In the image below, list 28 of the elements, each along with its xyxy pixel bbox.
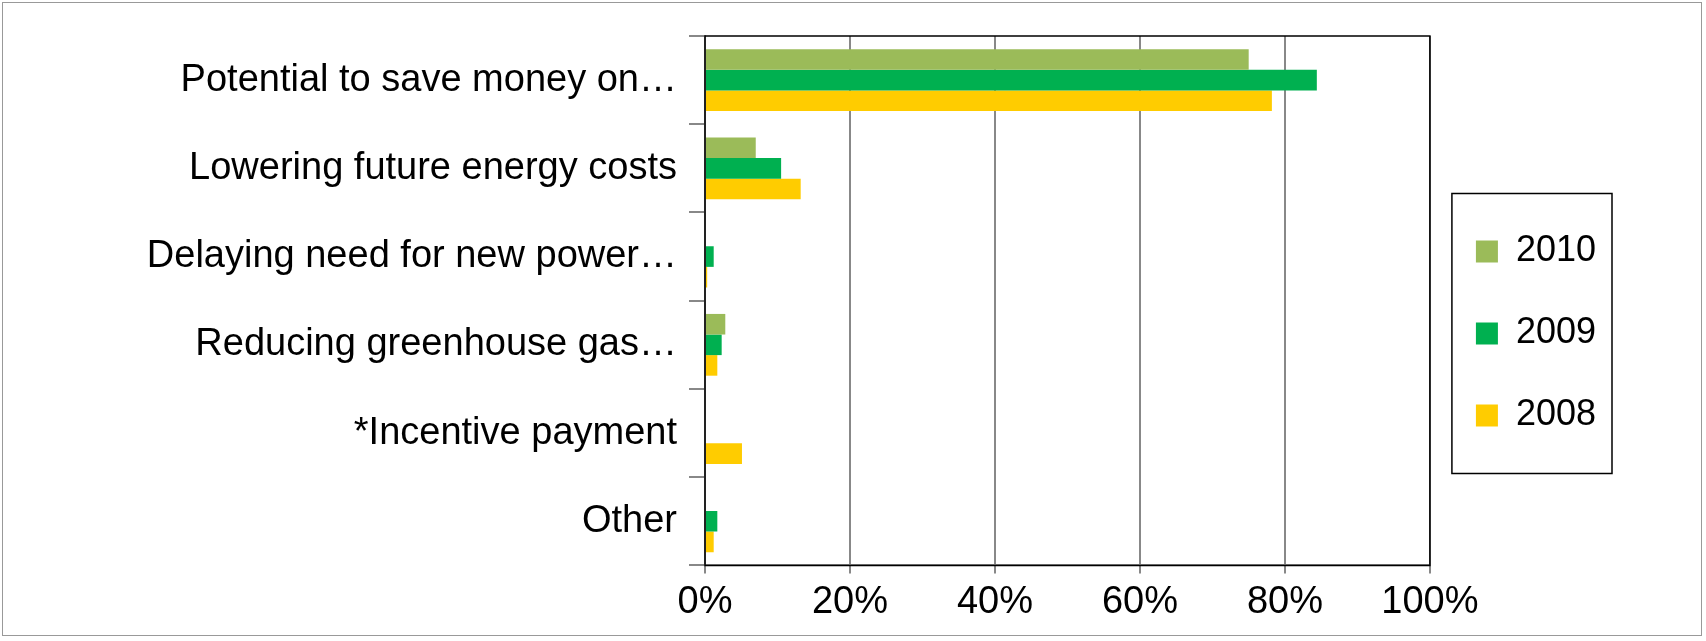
bar (706, 334, 722, 356)
legend-label: 2008 (1515, 392, 1597, 434)
x-tick-label: 20% (811, 578, 889, 621)
bar (706, 137, 756, 159)
legend-label: 2010 (1515, 228, 1597, 270)
bar (706, 90, 1272, 111)
bar (706, 531, 714, 553)
y-tick-label: Other (581, 497, 678, 540)
y-tick-label: Reducing greenhouse gas… (195, 321, 677, 364)
x-tick-label: 80% (1246, 578, 1323, 621)
x-tick-label: 40% (956, 578, 1033, 621)
x-tick-label: 100% (1381, 578, 1479, 621)
x-tick-label: 60% (1101, 578, 1178, 621)
bar (706, 178, 801, 200)
bar (706, 510, 718, 532)
bar (706, 69, 1317, 91)
y-tick-label: *Incentive payment (353, 409, 678, 452)
bar (706, 49, 1249, 70)
bar (706, 355, 718, 376)
bar (706, 443, 742, 464)
y-tick-label: Lowering future energy costs (189, 144, 677, 187)
y-tick-label: Potential to save money on… (180, 56, 677, 99)
bar (706, 313, 726, 335)
y-tick-label: Delaying need for new power… (146, 233, 677, 276)
bar (706, 246, 714, 267)
bar (706, 158, 782, 179)
x-tick-label: 0% (677, 578, 733, 621)
legend-label: 2009 (1515, 310, 1597, 352)
